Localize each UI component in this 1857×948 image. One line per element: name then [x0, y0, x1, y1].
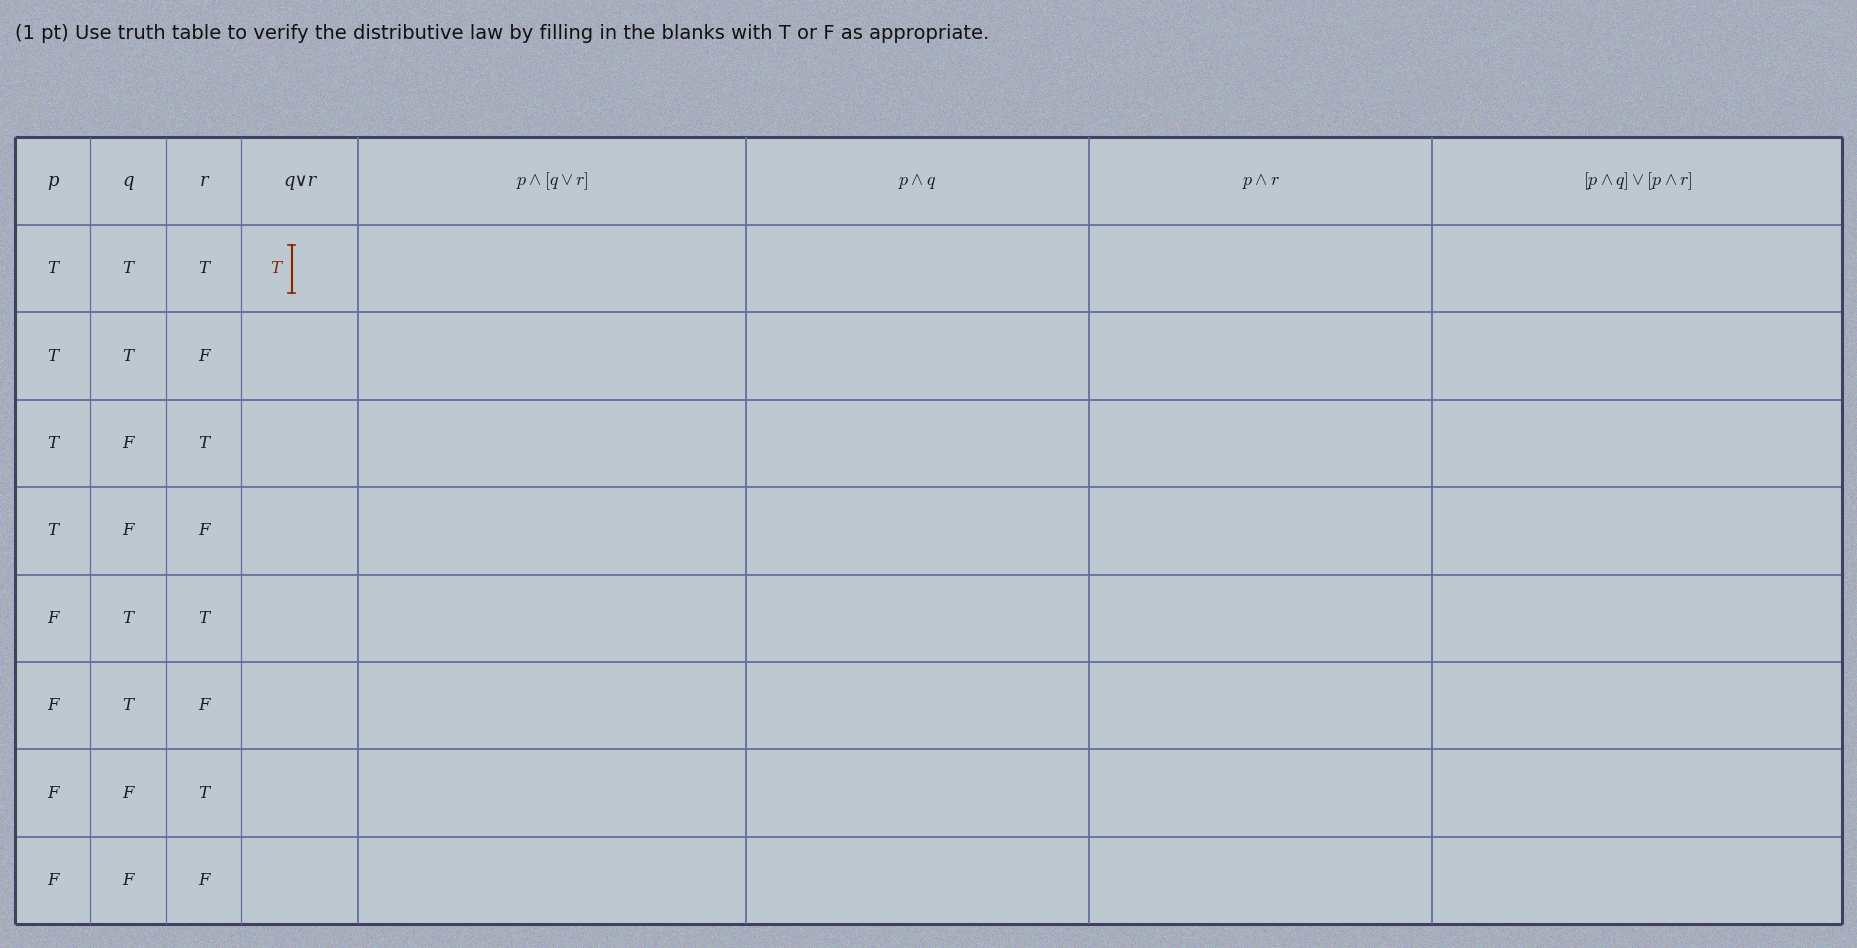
Bar — [1432, 312, 1842, 400]
Text: T: T — [123, 348, 134, 365]
Text: T: T — [123, 697, 134, 714]
Bar — [747, 137, 1088, 225]
Bar — [747, 662, 1088, 750]
Bar — [1432, 225, 1842, 312]
Text: T: T — [123, 260, 134, 277]
Text: T: T — [46, 522, 58, 539]
Text: T: T — [123, 610, 134, 627]
Text: F: F — [46, 872, 58, 889]
Text: T: T — [46, 348, 58, 365]
Bar — [747, 750, 1088, 837]
Text: q: q — [123, 173, 134, 191]
Text: $[p\wedge q]\vee[p\wedge r]$: $[p\wedge q]\vee[p\wedge r]$ — [1582, 171, 1692, 192]
Text: $p\wedge[q\vee r]$: $p\wedge[q\vee r]$ — [516, 171, 589, 192]
Bar — [15, 574, 358, 662]
Text: F: F — [123, 435, 134, 452]
Text: F: F — [199, 522, 210, 539]
Text: $p\wedge r$: $p\wedge r$ — [1242, 172, 1279, 191]
Bar — [15, 750, 358, 837]
Bar — [1432, 400, 1842, 487]
Text: F: F — [199, 348, 210, 365]
Bar — [358, 137, 747, 225]
Text: F: F — [123, 785, 134, 802]
Bar — [1088, 312, 1432, 400]
Bar — [1088, 574, 1432, 662]
Text: T: T — [199, 435, 210, 452]
Text: r: r — [199, 173, 208, 191]
Bar — [747, 225, 1088, 312]
Text: F: F — [46, 697, 58, 714]
Bar — [358, 837, 747, 924]
Bar — [1088, 137, 1432, 225]
Bar — [747, 312, 1088, 400]
Bar — [1088, 487, 1432, 574]
Bar — [15, 487, 358, 574]
Text: F: F — [123, 872, 134, 889]
Bar — [747, 837, 1088, 924]
Bar — [15, 137, 358, 225]
Bar — [1088, 662, 1432, 750]
Bar — [747, 487, 1088, 574]
Bar — [1432, 574, 1842, 662]
Text: F: F — [46, 610, 58, 627]
Bar — [1088, 225, 1432, 312]
Bar — [15, 662, 358, 750]
Bar — [1088, 837, 1432, 924]
Text: F: F — [199, 872, 210, 889]
Bar — [747, 400, 1088, 487]
Bar — [15, 837, 358, 924]
Bar — [358, 662, 747, 750]
Bar — [15, 225, 358, 312]
Bar — [358, 312, 747, 400]
Bar — [747, 574, 1088, 662]
Bar — [1432, 137, 1842, 225]
Text: $p\wedge q$: $p\wedge q$ — [899, 172, 936, 191]
Bar — [15, 400, 358, 487]
Text: T: T — [199, 260, 210, 277]
Text: p: p — [46, 173, 58, 191]
Bar — [358, 400, 747, 487]
Text: F: F — [123, 522, 134, 539]
Bar — [1088, 750, 1432, 837]
Text: F: F — [46, 785, 58, 802]
Bar — [358, 487, 747, 574]
Text: T: T — [46, 435, 58, 452]
Bar — [358, 225, 747, 312]
Bar — [358, 750, 747, 837]
Bar — [1432, 837, 1842, 924]
Text: T: T — [46, 260, 58, 277]
Bar — [1432, 750, 1842, 837]
Bar — [15, 312, 358, 400]
Text: T: T — [271, 260, 282, 277]
Bar — [1088, 400, 1432, 487]
Text: (1 pt) Use truth table to verify the distributive law by filling in the blanks w: (1 pt) Use truth table to verify the dis… — [15, 24, 990, 43]
Text: T: T — [199, 610, 210, 627]
Text: q∨r: q∨r — [282, 173, 316, 191]
Text: T: T — [199, 785, 210, 802]
Text: F: F — [199, 697, 210, 714]
Bar — [1432, 662, 1842, 750]
Bar — [358, 574, 747, 662]
Bar — [1432, 487, 1842, 574]
